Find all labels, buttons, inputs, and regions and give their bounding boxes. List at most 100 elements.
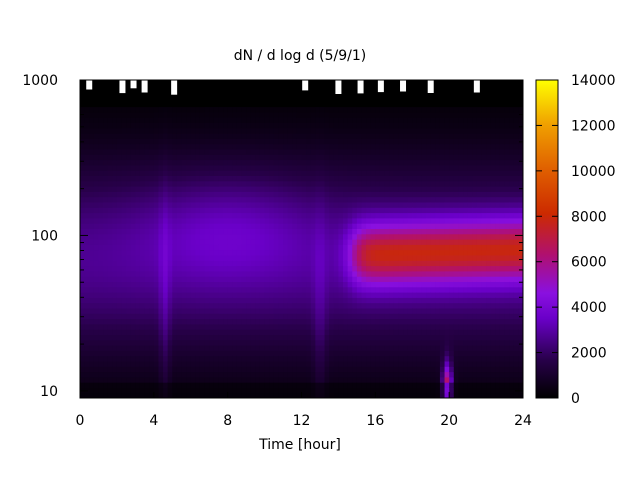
heatmap-cell [232, 249, 238, 256]
heatmap-cell [453, 117, 459, 123]
heatmap-cell [107, 122, 113, 129]
heatmap-cell [186, 313, 192, 320]
heatmap-cell [264, 223, 270, 229]
heatmap-cell [361, 133, 367, 139]
heatmap-cell [324, 249, 330, 256]
heatmap-cell [255, 138, 261, 145]
heatmap-cell [246, 270, 252, 277]
heatmap-cell [89, 376, 95, 383]
heatmap-cell [195, 80, 201, 86]
heatmap-cell [121, 122, 127, 129]
heatmap-cell [352, 127, 358, 134]
heatmap-cell [319, 281, 326, 288]
heatmap-cell [421, 196, 427, 203]
heatmap-cell [301, 366, 307, 373]
heatmap-cell [130, 276, 136, 282]
heatmap-cell [324, 186, 330, 192]
heatmap-cell [329, 106, 335, 113]
heatmap-cell [176, 276, 183, 282]
heatmap-cell [269, 249, 275, 256]
heatmap-cell [190, 201, 196, 208]
heatmap-cell [232, 233, 238, 240]
heatmap-cell [149, 191, 155, 198]
heatmap-cell [98, 122, 104, 129]
heatmap-cell [379, 371, 386, 378]
heatmap-cell [426, 207, 432, 214]
heatmap-cell [398, 180, 404, 187]
heatmap-cell [361, 138, 367, 145]
heatmap-cell [181, 323, 187, 330]
heatmap-cell [343, 95, 349, 102]
heatmap-cell [227, 260, 233, 267]
heatmap-cell [149, 80, 155, 86]
heatmap-cell [167, 117, 173, 123]
heatmap-cell [158, 297, 164, 304]
heatmap-cell [356, 260, 363, 267]
heatmap-cell [444, 323, 450, 330]
heatmap-cell [255, 90, 261, 97]
heatmap-cell [426, 387, 432, 394]
heatmap-cell [209, 228, 215, 235]
heatmap-cell [324, 329, 330, 335]
heatmap-cell [347, 154, 353, 161]
heatmap-cell [347, 371, 353, 378]
heatmap-cell [209, 127, 215, 134]
heatmap-cell [315, 90, 321, 97]
heatmap-cell [144, 133, 150, 139]
heatmap-cell [103, 111, 109, 118]
heatmap-cell [199, 180, 206, 187]
heatmap-cell [172, 254, 178, 261]
heatmap-cell [176, 371, 183, 378]
heatmap-cell [139, 371, 146, 378]
heatmap-cell [458, 297, 464, 304]
heatmap-cell [384, 106, 390, 113]
heatmap-cell [421, 175, 427, 182]
heatmap-cell [444, 286, 450, 293]
heatmap-cell [315, 392, 321, 398]
heatmap-cell [453, 223, 459, 229]
heatmap-cell [103, 281, 109, 288]
heatmap-cell [135, 286, 141, 293]
heatmap-cell [430, 154, 436, 161]
heatmap-cell [213, 334, 220, 341]
heatmap-cell [190, 387, 196, 394]
heatmap-cell [435, 329, 441, 335]
heatmap-cell [199, 233, 206, 240]
heatmap-cell [135, 371, 141, 378]
heatmap-cell [416, 212, 423, 219]
heatmap-cell [190, 196, 196, 203]
heatmap-cell [227, 111, 233, 118]
heatmap-cell [199, 334, 206, 341]
heatmap-cell [407, 106, 413, 113]
heatmap-cell [135, 270, 141, 277]
heatmap-cell [296, 376, 303, 383]
heatmap-cell [213, 382, 220, 388]
heatmap-cell [163, 376, 169, 383]
heatmap-cell [292, 164, 298, 171]
heatmap-cell [278, 254, 284, 261]
heatmap-cell [273, 201, 280, 208]
heatmap-cell [153, 90, 160, 97]
heatmap-cell [199, 90, 206, 97]
heatmap-cell [199, 127, 206, 134]
heatmap-cell [195, 196, 201, 203]
heatmap-cell [269, 154, 275, 161]
heatmap-cell [356, 249, 363, 256]
heatmap-cell [236, 387, 243, 394]
heatmap-cell [315, 307, 321, 314]
heatmap-cell [176, 360, 183, 367]
heatmap-cell [449, 334, 455, 341]
heatmap-cell [213, 180, 220, 187]
heatmap-cell [209, 80, 215, 86]
heatmap-cell [158, 286, 164, 293]
heatmap-cell [421, 90, 427, 97]
heatmap-cell [361, 382, 367, 388]
heatmap-cell [324, 392, 330, 398]
heatmap-cell [80, 164, 86, 171]
heatmap-cell [227, 392, 233, 398]
heatmap-cell [329, 392, 335, 398]
heatmap-cell [227, 180, 233, 187]
heatmap-cell [430, 297, 436, 304]
heatmap-cell [310, 223, 316, 229]
heatmap-cell [89, 260, 95, 267]
